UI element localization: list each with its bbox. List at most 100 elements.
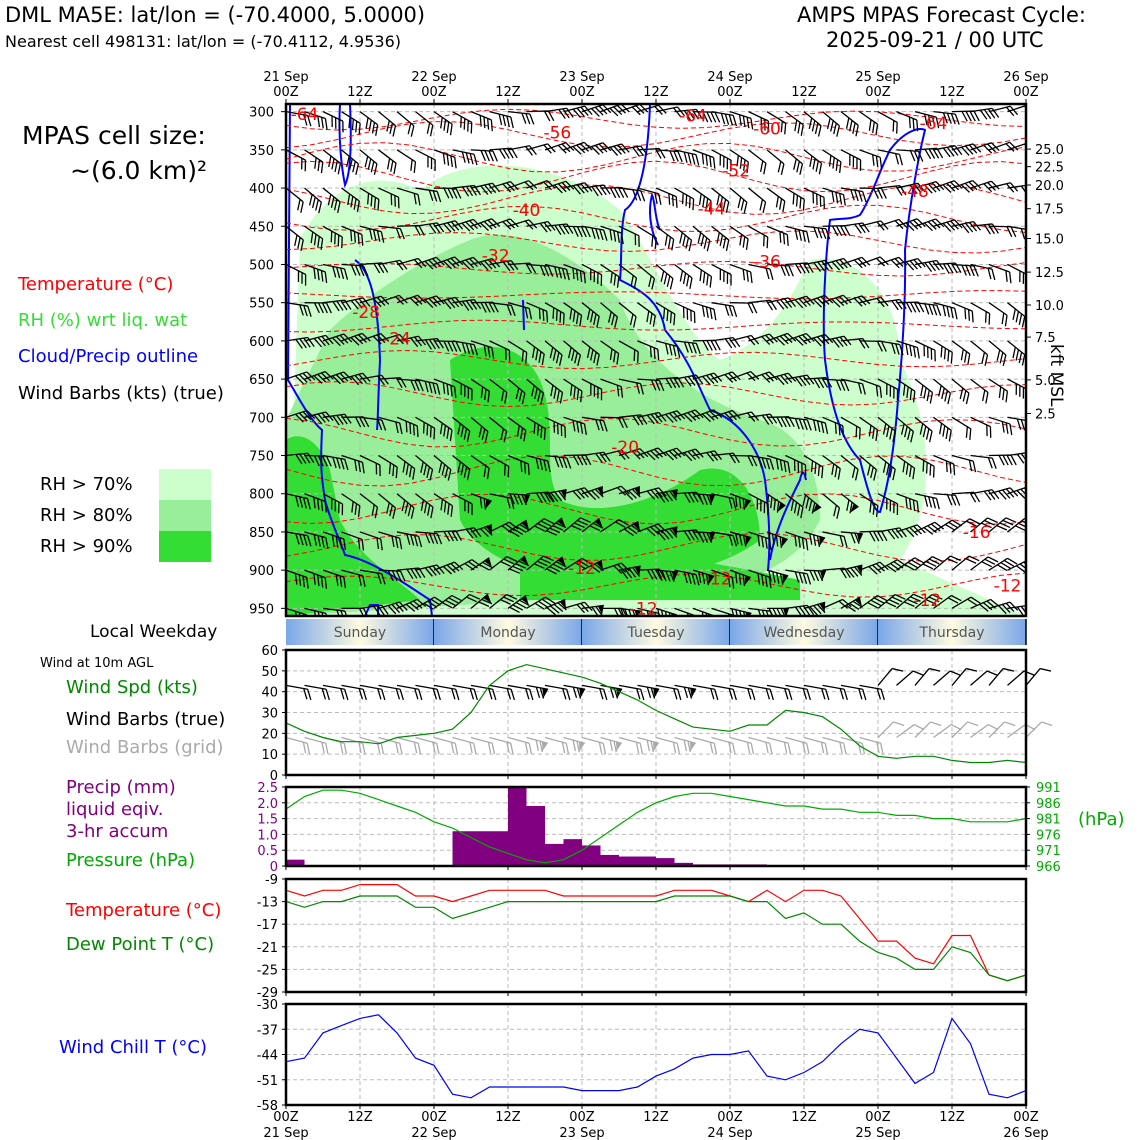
barb-feather	[623, 528, 634, 537]
barb-feather	[885, 601, 897, 608]
barb-feather	[528, 743, 533, 755]
barb-feather	[317, 455, 324, 467]
precip-bar	[471, 831, 490, 866]
upper-wind-barb	[581, 263, 603, 286]
upper-wind-barb	[859, 149, 883, 169]
barb-feather	[694, 409, 704, 419]
upper-wind-barb	[914, 556, 943, 571]
upper-wind-barb	[286, 371, 316, 385]
barb-feather	[902, 461, 906, 473]
temp-ytick-label: -25	[257, 963, 278, 978]
upper-wind-barb	[415, 416, 436, 440]
precip-ytick-label: 1.0	[257, 828, 278, 843]
upper-wind-barb	[600, 302, 618, 328]
barb-feather	[879, 386, 883, 398]
upper-wind-barb	[748, 149, 767, 175]
barb-feather	[949, 670, 961, 676]
upper-wind-barb	[452, 149, 478, 166]
barb-feather	[695, 154, 700, 166]
barb-feather	[794, 337, 804, 346]
barb-feather	[669, 528, 678, 538]
barb-feather	[816, 604, 826, 614]
upper-wind-barb	[563, 302, 583, 327]
barb-feather	[620, 485, 630, 495]
precip-ytick-label: 0	[270, 860, 278, 875]
barb-feather	[828, 155, 832, 167]
barb-feather	[484, 302, 491, 313]
barb-feather	[500, 389, 505, 402]
barb-feather	[361, 332, 371, 342]
barb-feather	[436, 689, 441, 701]
upper-wind-barb	[785, 454, 807, 477]
barb-feather	[768, 608, 775, 616]
barb-feather	[876, 688, 882, 700]
upper-wind-barb	[766, 416, 795, 428]
upper-wind-barb	[785, 531, 809, 551]
barb-feather	[442, 382, 446, 394]
barb-feather	[672, 345, 677, 357]
barb-feather	[905, 261, 915, 271]
isotherm	[286, 319, 1026, 333]
barb-feather	[908, 498, 912, 510]
upper-wind-barb	[655, 263, 674, 290]
barb-feather	[539, 740, 543, 753]
surface-wind-barb-true	[304, 684, 330, 701]
barb-feather	[750, 271, 753, 284]
barb-feather	[728, 534, 734, 546]
barb-feather	[946, 182, 956, 192]
barb-feather	[381, 573, 386, 585]
wind10-ytick-label: 0	[270, 769, 278, 784]
barb-feather	[617, 187, 625, 198]
barb-feather	[945, 460, 948, 473]
barb-feather	[545, 596, 556, 604]
barb-pennant	[745, 612, 752, 616]
barb-feather	[856, 158, 858, 170]
barb-feather	[788, 265, 794, 277]
barb-feather	[341, 503, 344, 516]
barb-feather	[1009, 423, 1013, 436]
barb-feather	[399, 334, 408, 344]
barb-feather	[376, 537, 380, 550]
weekday-cell	[582, 619, 730, 645]
barb-feather	[506, 593, 518, 600]
kft-tick-label: 15.0	[1035, 232, 1064, 247]
kft-tick-label: 10.0	[1035, 299, 1064, 314]
barb-feather	[469, 258, 478, 268]
barb-feather	[508, 521, 519, 530]
barb-feather	[304, 160, 307, 172]
barb-feather	[716, 194, 720, 206]
barb-feather	[482, 561, 493, 569]
barb-feather	[914, 557, 925, 564]
barb-feather	[965, 667, 978, 672]
upper-wind-barb	[970, 223, 999, 235]
barb-feather	[362, 575, 366, 587]
upper-wind-barb	[896, 218, 926, 232]
barb-staff	[618, 607, 641, 612]
barb-feather	[540, 558, 551, 564]
surface-wind-barb-true	[433, 684, 460, 701]
barb-feather	[632, 189, 638, 201]
barb-feather	[1038, 521, 1048, 532]
upper-wind-barb	[544, 378, 564, 404]
upper-wind-barb	[877, 340, 904, 356]
barb-staff	[914, 721, 932, 738]
barb-feather	[839, 535, 844, 547]
barb-feather	[981, 522, 992, 529]
barb-feather	[1016, 565, 1026, 573]
barb-feather	[925, 462, 928, 474]
barb-feather	[687, 152, 692, 164]
upper-wind-barb	[748, 569, 772, 589]
barb-pennant	[557, 517, 566, 527]
surface-wind-barb-grid	[433, 736, 459, 755]
barb-feather	[447, 469, 452, 481]
isotherm-label: -12	[704, 570, 732, 590]
barb-feather	[969, 222, 978, 232]
barb-feather	[300, 239, 304, 251]
barb-feather	[1016, 490, 1026, 499]
barb-feather	[876, 530, 884, 542]
barb-feather	[410, 568, 418, 579]
barb-feather	[838, 424, 841, 436]
barb-feather	[724, 412, 734, 422]
barb-feather	[388, 462, 392, 475]
